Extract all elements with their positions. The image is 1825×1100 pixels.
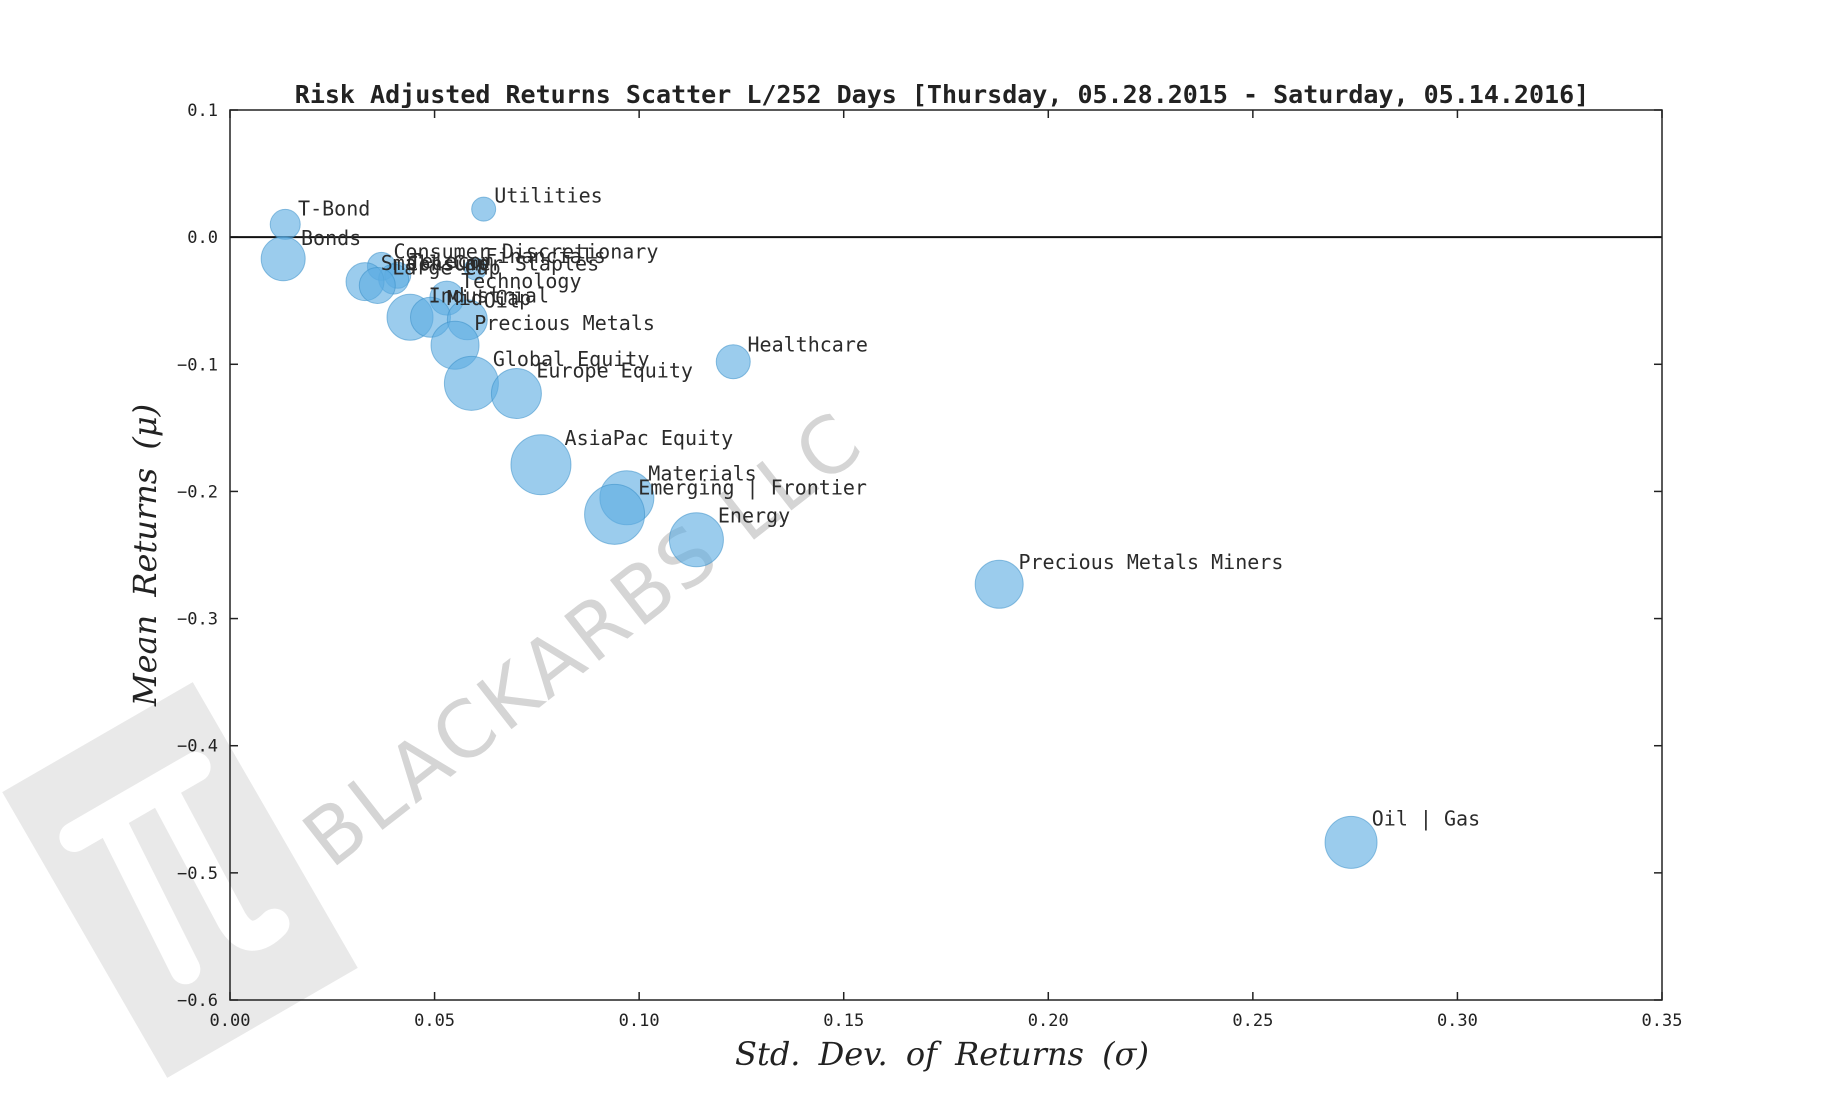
y-tick-label: −0.1	[177, 355, 218, 375]
data-point	[270, 209, 300, 239]
data-point-label: Europe Equity	[536, 359, 693, 383]
y-tick-label: −0.5	[177, 864, 218, 884]
data-point-label: AsiaPac Equity	[565, 426, 734, 450]
x-tick-label: 0.25	[1232, 1011, 1273, 1031]
data-point	[669, 513, 723, 567]
data-point	[472, 197, 496, 221]
data-point-label: T-Bond	[298, 197, 370, 221]
x-tick-label: 0.30	[1437, 1011, 1478, 1031]
data-point	[1325, 816, 1377, 868]
data-point	[261, 237, 305, 281]
data-point	[975, 560, 1023, 608]
data-point-label: Utilities	[494, 184, 602, 208]
y-tick-label: −0.2	[177, 482, 218, 502]
x-tick-label: 0.10	[619, 1011, 660, 1031]
chart-title: Risk Adjusted Returns Scatter L/252 Days…	[295, 80, 1589, 109]
x-axis-label: Std. Dev. of Returns (σ)	[735, 1035, 1149, 1073]
data-point	[444, 356, 498, 410]
data-point-label: Bonds	[301, 226, 361, 250]
x-tick-label: 0.35	[1642, 1011, 1683, 1031]
data-point	[585, 484, 645, 544]
scatter-chart: BLACKARBS LLC Risk Adjusted Returns Scat…	[0, 0, 1825, 1100]
data-point-label: Healthcare	[747, 333, 867, 357]
watermark-text: BLACKARBS LLC	[287, 394, 880, 885]
x-tick-label: 0.00	[210, 1011, 251, 1031]
y-tick-label: 0.1	[187, 101, 218, 121]
data-point-label: Precious Metals	[474, 311, 655, 335]
x-tick-label: 0.05	[414, 1011, 455, 1031]
y-tick-label: 0.0	[187, 228, 218, 248]
data-point	[716, 345, 750, 379]
y-tick-label: −0.6	[177, 991, 218, 1011]
y-tick-label: −0.4	[177, 737, 218, 757]
data-point	[491, 369, 541, 419]
data-point-label: Oil | Gas	[1372, 807, 1480, 831]
data-point-label: Energy	[718, 503, 790, 527]
data-point-label: Emerging | Frontier	[638, 476, 867, 500]
data-point	[511, 435, 571, 495]
y-tick-label: −0.3	[177, 610, 218, 630]
data-point-label: Oil	[484, 288, 520, 312]
x-tick-label: 0.15	[823, 1011, 864, 1031]
data-point-label: Precious Metals Miners	[1018, 550, 1283, 574]
x-tick-label: 0.20	[1028, 1011, 1069, 1031]
y-axis-label: Mean Returns (μ)	[126, 404, 164, 707]
